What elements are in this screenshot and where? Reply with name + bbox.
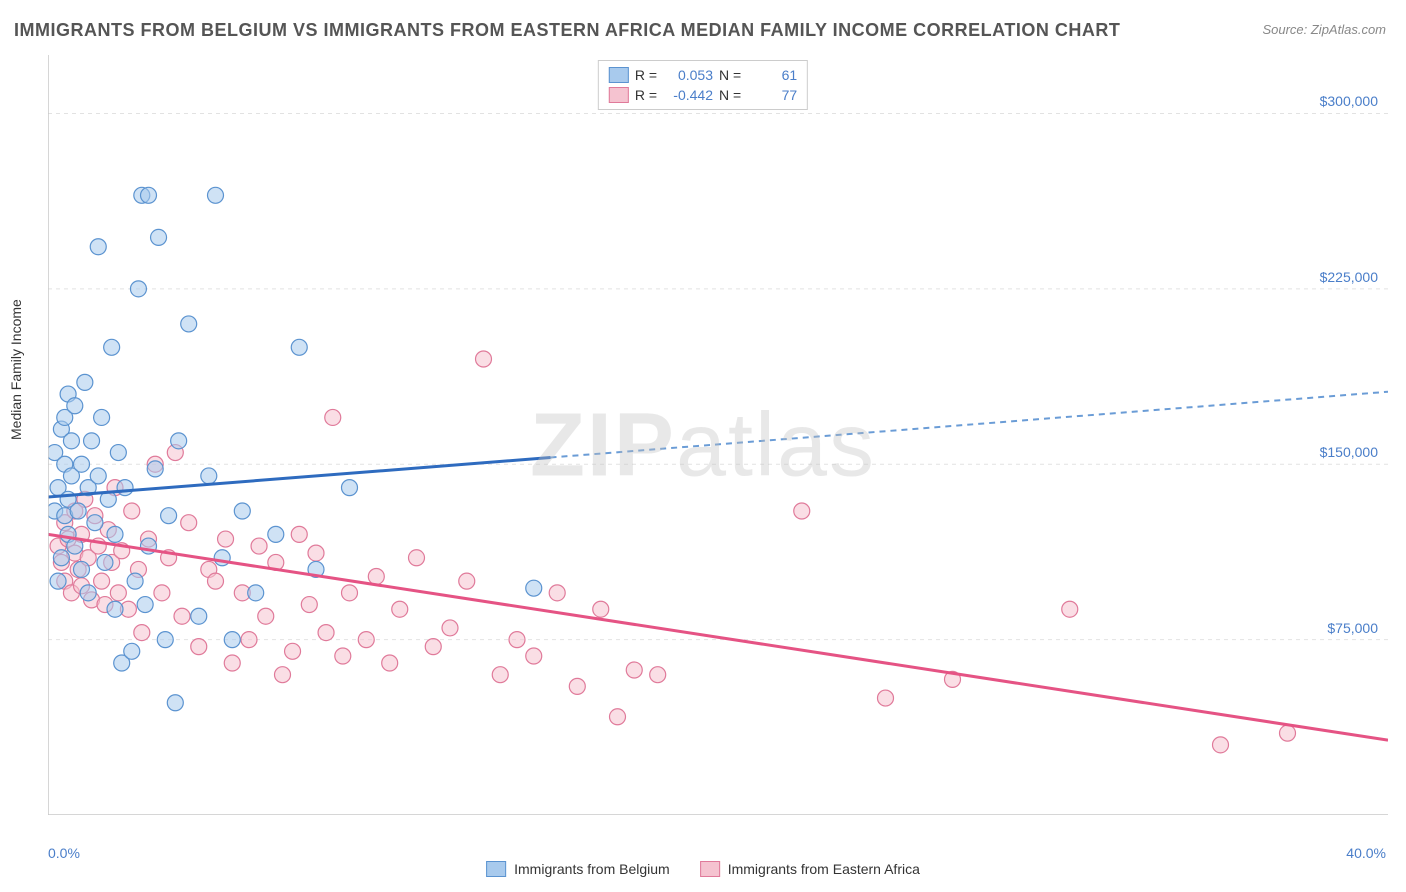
y-tick-label: $300,000 [1298,93,1378,109]
r-value-a: 0.053 [663,67,713,83]
y-tick-label: $75,000 [1298,620,1378,636]
x-tick-right: 40.0% [1346,845,1386,861]
scatter-plot [48,55,1388,815]
swatch-series-a [609,67,629,83]
swatch-series-a-bottom [486,861,506,877]
x-tick-left: 0.0% [48,845,80,861]
swatch-series-b [609,87,629,103]
y-tick-label: $225,000 [1298,269,1378,285]
source-label: Source: ZipAtlas.com [1262,22,1386,37]
series-a-label: Immigrants from Belgium [514,861,670,877]
correlation-legend: R = 0.053 N = 61 R = -0.442 N = 77 [598,60,808,110]
swatch-series-b-bottom [700,861,720,877]
y-tick-label: $150,000 [1298,444,1378,460]
y-axis-label: Median Family Income [8,299,24,440]
n-value-a: 61 [747,67,797,83]
n-value-b: 77 [747,87,797,103]
chart-title: IMMIGRANTS FROM BELGIUM VS IMMIGRANTS FR… [14,20,1120,41]
r-value-b: -0.442 [663,87,713,103]
series-legend: Immigrants from Belgium Immigrants from … [486,861,920,877]
series-b-label: Immigrants from Eastern Africa [728,861,920,877]
